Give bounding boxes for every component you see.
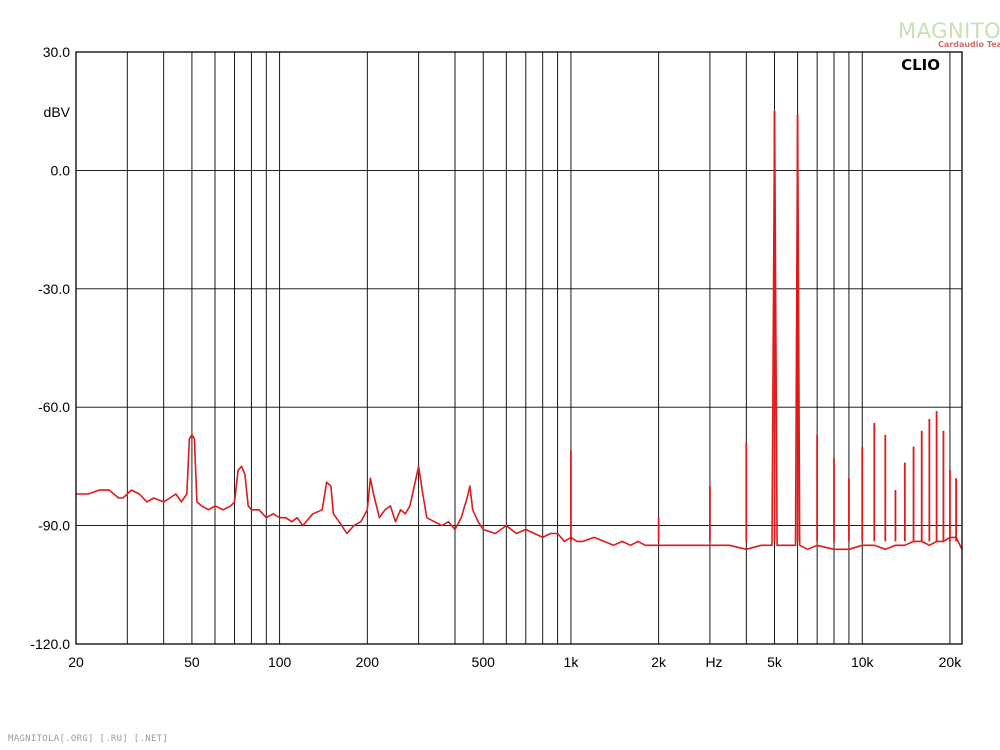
x-tick-label: 200 (356, 654, 380, 670)
x-tick-labels: 20 50 100 200 500 1k 2k 5k 10k 20k (68, 654, 962, 670)
plot-frame (75, 51, 963, 645)
y-tick-label: 0.0 (51, 162, 71, 178)
series-line (76, 110, 963, 551)
y-tick-label: 30.0 (43, 44, 70, 60)
y-tick-labels: 30.0 0.0 -30.0 -60.0 -90.0 -120.0 (30, 44, 70, 652)
x-tick-label: 2k (651, 654, 667, 670)
y-tick-label: -30.0 (38, 281, 70, 297)
watermark-main: MAGNITOLA (898, 19, 1000, 43)
x-tick-label: 50 (184, 654, 200, 670)
x-tick-label: 100 (268, 654, 292, 670)
y-tick-label: -60.0 (38, 399, 70, 415)
watermark-sub: Cardaudio Team (938, 40, 1000, 49)
x-tick-label: 20k (939, 654, 963, 670)
series-layer (76, 110, 963, 551)
y-unit-label: dBV (44, 104, 71, 120)
y-tick-label: -90.0 (38, 518, 70, 534)
plot-background (76, 52, 962, 644)
y-tick-label: -120.0 (30, 636, 70, 652)
x-tick-label: 1k (564, 654, 580, 670)
watermark-logo: MAGNITOLA Cardaudio Team (898, 19, 1000, 49)
brand-label: CLIO (901, 56, 940, 74)
x-tick-label: 20 (68, 654, 84, 670)
footer-credits: MAGNITOLA[.ORG] [.RU] [.NET] (8, 734, 169, 744)
x-tick-label: 10k (851, 654, 875, 670)
x-tick-label: 5k (767, 654, 783, 670)
x-tick-label: 500 (472, 654, 496, 670)
x-unit-label: Hz (705, 654, 722, 670)
